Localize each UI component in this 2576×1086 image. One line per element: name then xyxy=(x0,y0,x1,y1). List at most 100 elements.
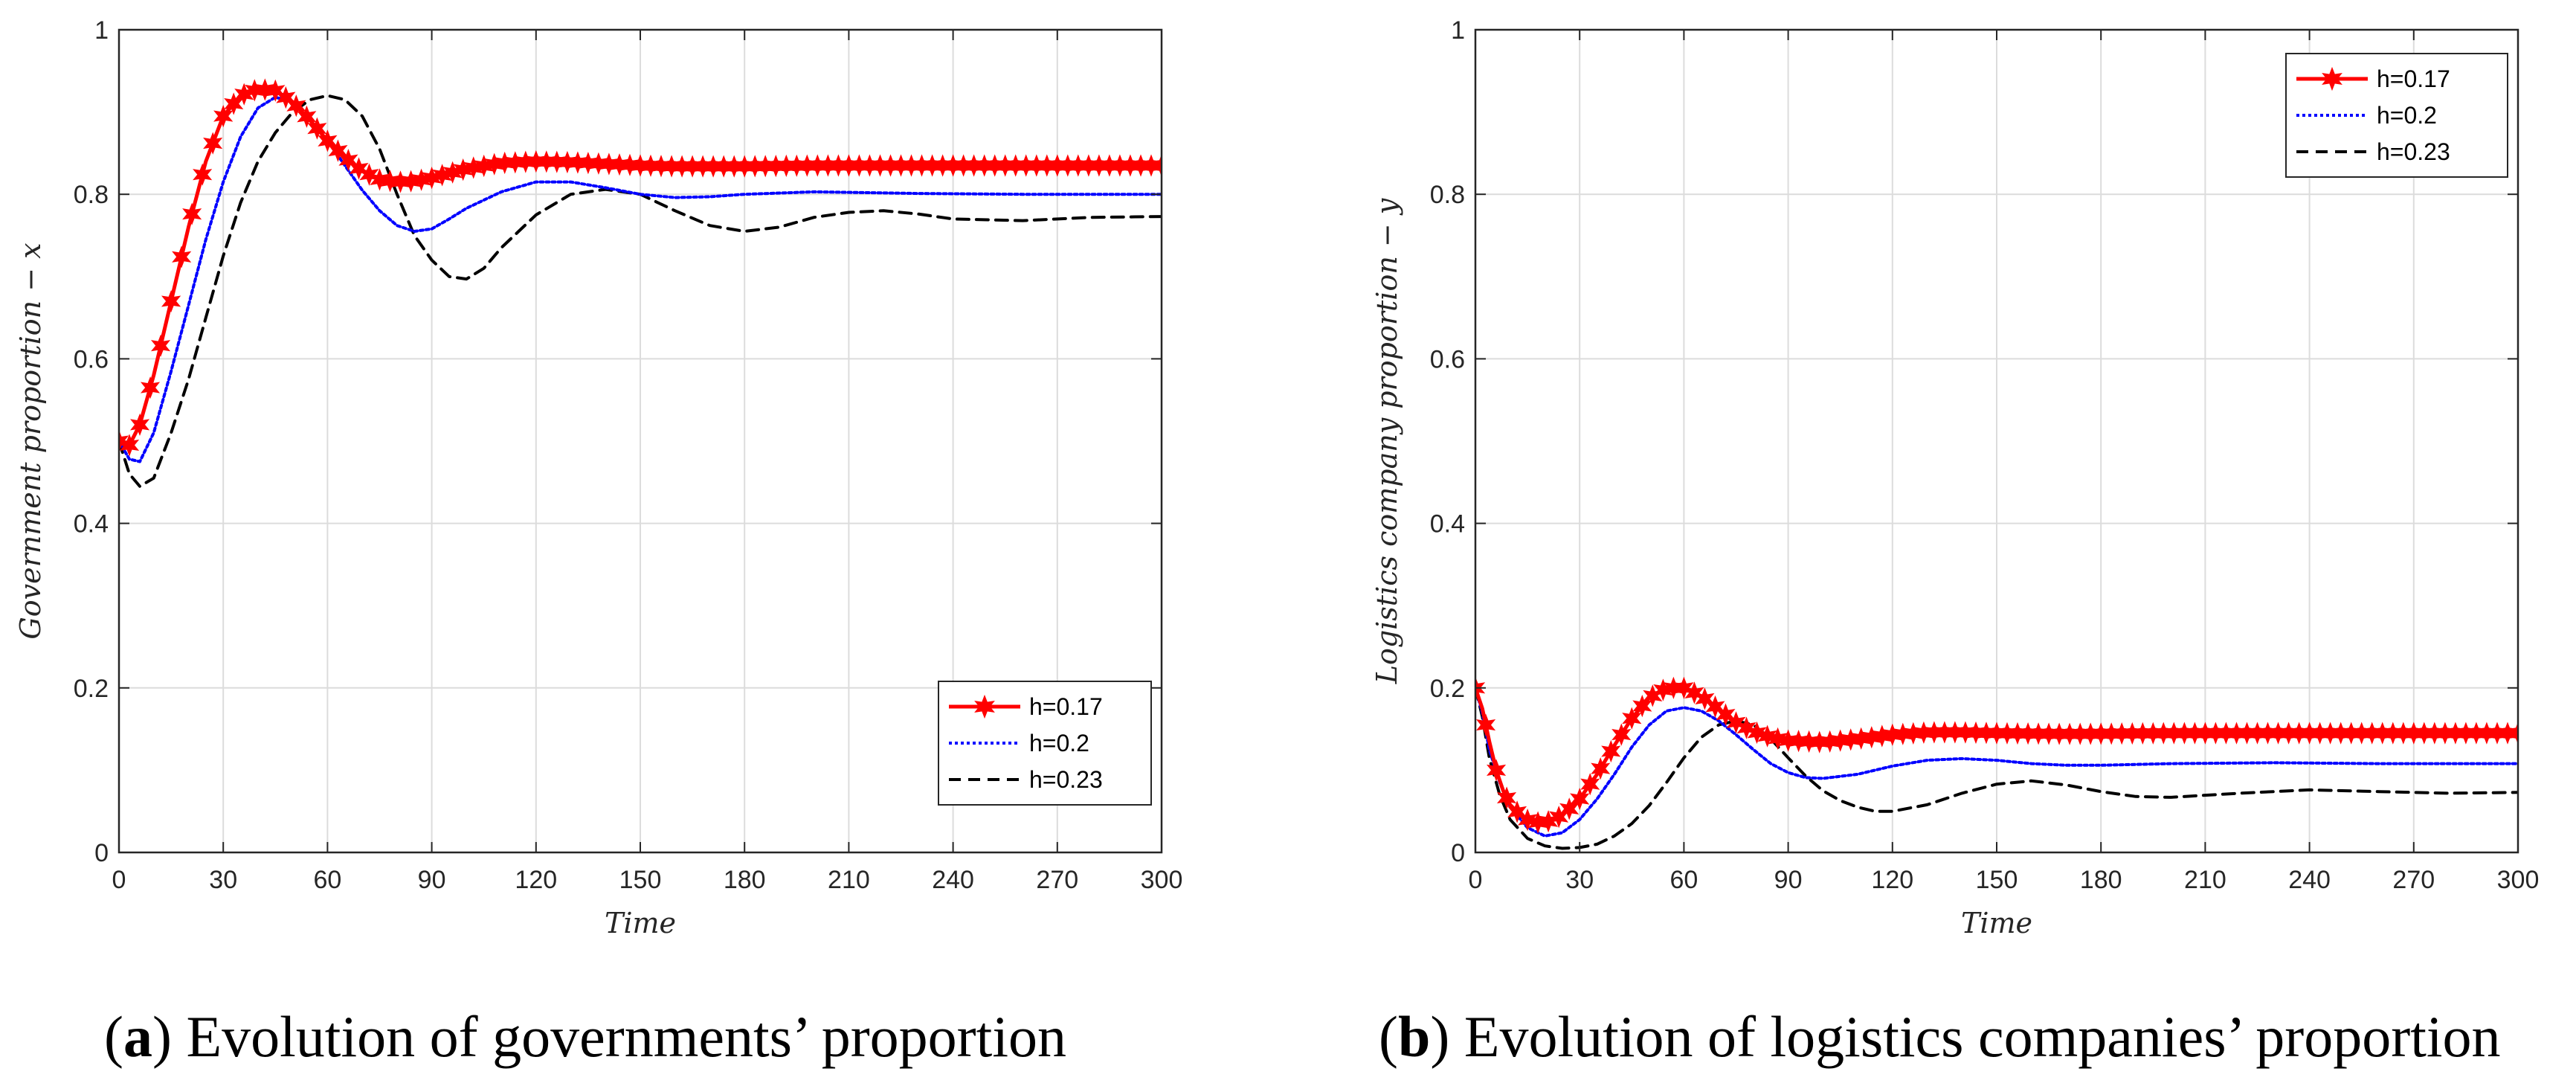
x-tick-labels-b: 0 30 60 90 120 150 180 210 240 270 300 xyxy=(1469,866,2540,894)
x-axis-label-b: Time xyxy=(1961,907,2032,939)
x-tick-label: 30 xyxy=(209,866,237,894)
x-tick-label: 210 xyxy=(828,866,870,894)
series-marker-star xyxy=(328,139,348,162)
series-group-b xyxy=(1475,676,2518,850)
series-marker-star xyxy=(130,413,150,436)
series-marker-star xyxy=(1747,721,1767,745)
series-marker-star xyxy=(1591,757,1611,780)
x-tick-label: 240 xyxy=(2288,866,2331,894)
x-tick-label: 180 xyxy=(724,866,766,894)
series-marker-star xyxy=(1684,681,1704,704)
legend-label: h=0.17 xyxy=(1029,693,1103,720)
legend-label: h=0.2 xyxy=(2377,102,2437,129)
series-marker-star xyxy=(276,86,296,109)
series-marker-star xyxy=(1705,695,1725,719)
series-marker-star xyxy=(140,376,161,399)
x-tick-label: 60 xyxy=(1669,866,1698,894)
caption-a: (a) Evolution of governments’ proportion xyxy=(104,1004,1066,1069)
legend-marker-star xyxy=(2322,66,2342,91)
x-tick-label: 90 xyxy=(418,866,446,894)
tick-marks-a xyxy=(118,29,1162,853)
y-tick-label: 0.8 xyxy=(1430,181,1465,209)
series-marker-star xyxy=(318,129,338,152)
x-tick-label: 30 xyxy=(1565,866,1594,894)
series-marker-star xyxy=(182,202,202,225)
caption-b: (b) Evolution of logistics companies’ pr… xyxy=(1379,1004,2501,1069)
series-marker-star xyxy=(161,289,181,313)
caption-letter-b: b xyxy=(1398,1004,1430,1069)
series-marker-star xyxy=(213,105,234,128)
series-marker-star xyxy=(120,434,140,457)
x-tick-label: 270 xyxy=(1036,866,1078,894)
series-marker-star xyxy=(2508,722,2518,745)
series-marker-star xyxy=(172,245,192,269)
series-marker-star xyxy=(307,117,327,140)
series-line-h-0-2 xyxy=(119,95,1162,463)
legend-label: h=0.2 xyxy=(1029,730,1089,756)
y-axis-label-b: Logistics company proportion − y xyxy=(1371,198,1403,684)
series-marker-star xyxy=(1768,727,1788,750)
legend-label: h=0.23 xyxy=(1029,766,1103,793)
y-tick-label: 0.2 xyxy=(74,675,109,703)
series-marker-star xyxy=(297,105,317,128)
x-tick-label: 120 xyxy=(515,866,557,894)
series-marker-star xyxy=(1570,788,1590,811)
legend-label: h=0.23 xyxy=(2377,138,2450,165)
y-tick-label: 0.6 xyxy=(1430,345,1465,373)
series-marker-star xyxy=(193,163,213,186)
caption-letter-a: a xyxy=(123,1004,152,1069)
y-axis-label-a: Government proportion − x xyxy=(14,242,47,639)
series-marker-star xyxy=(1726,711,1746,734)
series-marker-star xyxy=(286,94,306,118)
series-marker-star xyxy=(1507,800,1527,823)
x-tick-label: 300 xyxy=(1141,866,1183,894)
y-tick-label: 0.6 xyxy=(74,345,109,373)
series-marker-star xyxy=(1757,724,1777,748)
y-tick-label: 0.8 xyxy=(74,181,109,209)
series-marker-star xyxy=(203,132,223,155)
tick-marks-b xyxy=(1475,29,2519,853)
y-tick-label: 1 xyxy=(1451,16,1465,45)
y-tick-label: 0.4 xyxy=(74,510,109,539)
x-tick-label: 150 xyxy=(619,866,662,894)
x-axis-label-a: Time xyxy=(605,907,676,939)
series-marker-star xyxy=(1151,154,1162,177)
legend-label: h=0.17 xyxy=(2377,65,2450,92)
series-marker-star xyxy=(1716,703,1736,726)
series-marker-star xyxy=(150,334,171,357)
series-marker-star xyxy=(1736,716,1756,739)
x-tick-label: 210 xyxy=(2184,866,2226,894)
y-tick-labels-a: 0 0.2 0.4 0.6 0.8 1 xyxy=(74,16,109,867)
series-marker-star xyxy=(338,149,358,172)
series-marker-star xyxy=(1622,707,1642,730)
y-tick-label: 0.2 xyxy=(1430,675,1465,703)
series-marker-star xyxy=(1695,687,1715,710)
series-marker-star xyxy=(1487,759,1507,782)
series-marker-star xyxy=(1580,773,1600,796)
x-tick-label: 90 xyxy=(1774,866,1803,894)
y-tick-labels-b: 0 0.2 0.4 0.6 0.8 1 xyxy=(1430,16,1465,867)
y-tick-label: 0 xyxy=(94,839,109,867)
x-tick-label: 120 xyxy=(1871,866,1913,894)
x-tick-label: 270 xyxy=(2392,866,2435,894)
series-marker-star xyxy=(1517,809,1538,832)
x-tick-label: 240 xyxy=(932,866,974,894)
x-tick-label: 0 xyxy=(1469,866,1483,894)
series-marker-star xyxy=(1674,676,1694,699)
x-tick-label: 150 xyxy=(1976,866,2018,894)
chart-panel-b: 0 30 60 90 120 150 180 210 240 270 300 00.20.40.60… xyxy=(1371,16,2539,1069)
series-marker-star xyxy=(1611,723,1632,746)
legend-b: h=0.17 h=0.2 h=0.23 xyxy=(2285,53,2508,178)
series-line-h-0-23 xyxy=(1475,686,2518,850)
y-tick-label: 1 xyxy=(94,16,109,45)
series-line-h-0-23 xyxy=(119,94,1162,488)
x-tick-labels-a: 0 30 60 90 120 150 180 210 240 270 300 xyxy=(112,866,1183,894)
series-marker-star xyxy=(1496,786,1517,809)
x-tick-label: 0 xyxy=(112,866,126,894)
series-marker-star xyxy=(370,168,390,191)
series-marker-star xyxy=(1601,739,1621,763)
y-tick-label: 0.4 xyxy=(1430,510,1465,539)
x-tick-label: 180 xyxy=(2080,866,2122,894)
series-line-h-0-2 xyxy=(1475,686,2518,838)
